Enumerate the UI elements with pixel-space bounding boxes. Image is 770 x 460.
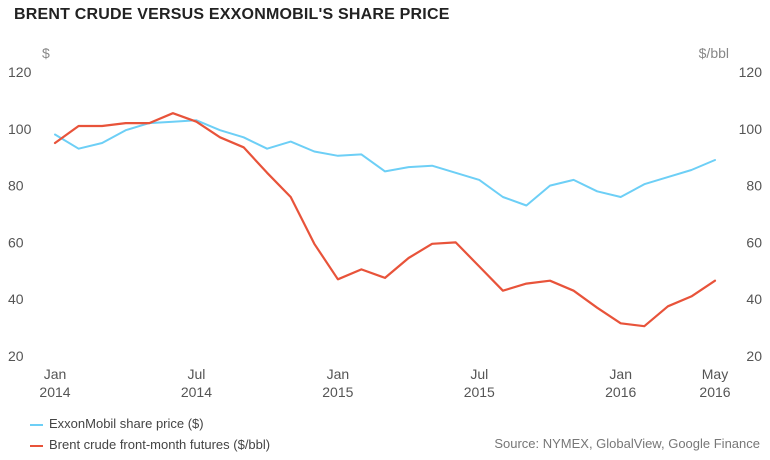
- x-tick-year: 2015: [322, 384, 353, 400]
- left-tick-label: 120: [8, 64, 32, 80]
- legend-item-exxonmobil: ExxonMobil share price ($): [30, 416, 204, 431]
- legend-label-brent: Brent crude front-month futures ($/bbl): [49, 437, 271, 452]
- chart-title: BRENT CRUDE VERSUS EXXONMOBIL'S SHARE PR…: [14, 6, 450, 23]
- left-tick-label: 60: [8, 234, 24, 250]
- x-tick-month: Jul: [187, 366, 205, 382]
- right-tick-label: 120: [739, 64, 763, 80]
- left-axis-ticks: 20 40 60 80 100 120: [8, 64, 32, 364]
- legend-swatch-brent: [30, 444, 43, 447]
- left-axis-unit: $: [42, 45, 50, 61]
- left-tick-label: 100: [8, 121, 32, 137]
- x-tick-year: 2015: [464, 384, 495, 400]
- x-tick-month: Jul: [470, 366, 488, 382]
- x-axis-ticks: Jan 2014 Jul 2014 Jan 2015 Jul 2015 Jan 2016 May 20…: [39, 366, 730, 400]
- x-tick-month: Jan: [327, 366, 350, 382]
- series-line-brent: [53, 112, 717, 328]
- x-tick-year: 2016: [699, 384, 730, 400]
- right-tick-label: 80: [746, 178, 762, 194]
- legend-item-brent: Brent crude front-month futures ($/bbl): [30, 437, 270, 452]
- line-chart: 20 40 60 80 100 120 20 40 60 80 100 120 $ $/bbl Ja…: [8, 45, 763, 400]
- x-tick-month: Jan: [609, 366, 632, 382]
- legend-label-exxonmobil: ExxonMobil share price ($): [49, 416, 204, 431]
- right-tick-label: 40: [746, 291, 762, 307]
- series-lines: [53, 112, 717, 328]
- x-tick-year: 2016: [605, 384, 636, 400]
- x-tick-year: 2014: [181, 384, 212, 400]
- left-tick-label: 40: [8, 291, 24, 307]
- left-tick-label: 20: [8, 348, 24, 364]
- x-tick-year: 2014: [39, 384, 70, 400]
- series-line-exxonmobil: [54, 119, 716, 207]
- x-tick-month: May: [702, 366, 728, 382]
- right-axis-unit: $/bbl: [699, 45, 729, 61]
- right-axis-ticks: 20 40 60 80 100 120: [739, 64, 763, 364]
- right-tick-label: 20: [746, 348, 762, 364]
- x-tick-month: Jan: [44, 366, 67, 382]
- left-tick-label: 80: [8, 178, 24, 194]
- source-note: Source: NYMEX, GlobalView, Google Financ…: [494, 436, 760, 451]
- legend-swatch-exxonmobil: [30, 423, 43, 426]
- right-tick-label: 100: [739, 121, 763, 137]
- right-tick-label: 60: [746, 234, 762, 250]
